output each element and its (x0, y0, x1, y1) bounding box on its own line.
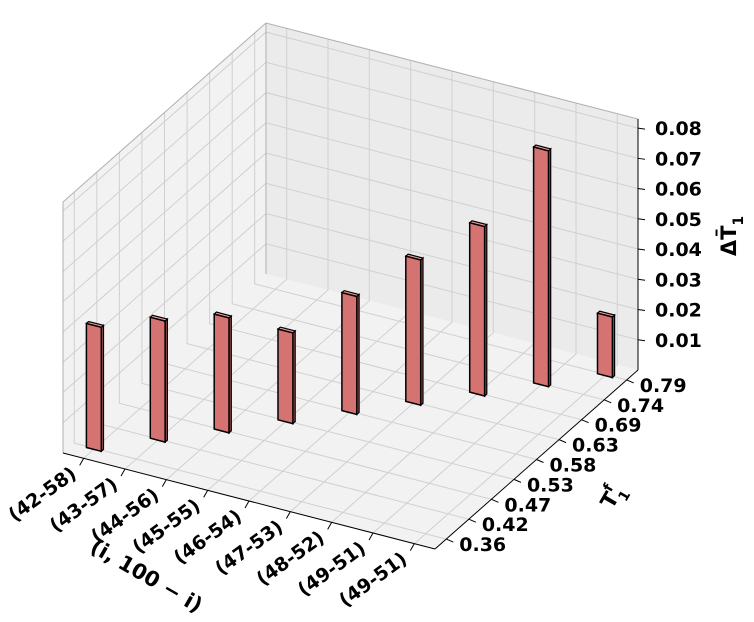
x-tick-mark (285, 511, 291, 519)
z-tick-mark (637, 218, 646, 221)
grid-line-category (165, 49, 370, 481)
bar (276, 326, 297, 425)
z-tick-label: 0.02 (655, 300, 702, 322)
y-tick-mark (581, 419, 589, 424)
y-tick-label: 0.69 (595, 415, 642, 437)
z-tick-mark (637, 339, 646, 342)
y-tick-label: 0.53 (527, 474, 574, 496)
bar-front-face (532, 146, 550, 388)
z-tick-mark (637, 278, 646, 281)
y-tick-mark (446, 538, 454, 543)
z-tick-mark (637, 157, 646, 160)
z-tick-label: 0.03 (655, 269, 702, 291)
y-tick-label: 0.36 (459, 534, 506, 556)
y-tick-label: 0.42 (482, 514, 529, 536)
bar (404, 253, 425, 407)
y-tick-mark (468, 518, 477, 523)
bars (85, 144, 616, 453)
grid-line-depth (73, 192, 447, 540)
grid-line-depth (254, 32, 627, 381)
grid-line-depth (118, 152, 492, 500)
grid-line-category (372, 103, 577, 534)
grid-line-category (413, 113, 618, 545)
bar (596, 310, 616, 379)
bar (212, 311, 233, 435)
z-tick-mark (637, 309, 646, 312)
y-tick-mark (558, 439, 567, 444)
z-tick-label: 0.08 (655, 118, 702, 140)
x-tick-mark (368, 532, 374, 541)
z-axis-label-sub: 1 (731, 216, 747, 226)
bar-front-face (149, 316, 166, 444)
bar-front-face (277, 328, 294, 425)
bar-front-face (341, 291, 358, 416)
z-tick-label: 0.07 (655, 148, 702, 170)
y-tick-label: 0.79 (640, 375, 687, 397)
y-tick-mark (626, 379, 634, 384)
z-tick-mark (637, 188, 646, 191)
bar-front-face (85, 322, 103, 453)
y-tick-mark (603, 399, 612, 404)
z-axis-label-main: ΔT̄ (716, 225, 741, 256)
y-tick-label: 0.58 (550, 455, 597, 477)
x-tick-mark (79, 458, 85, 466)
x-tick-mark (409, 543, 415, 551)
x-tick-mark (120, 468, 126, 477)
bar (532, 144, 552, 389)
y-tick-mark (513, 478, 522, 483)
z-tick-mark (637, 127, 646, 130)
grid-line-depth (209, 72, 582, 421)
y-tick-mark (491, 498, 499, 503)
bar (340, 289, 361, 416)
x-tick-mark (203, 490, 209, 498)
bar (149, 314, 169, 444)
bar (468, 220, 489, 398)
z-tick-label: 0.06 (655, 179, 702, 201)
x-tick-mark (327, 522, 333, 530)
x-tick-mark (244, 500, 250, 509)
z-tick-label: 0.05 (655, 209, 702, 231)
bar-front-face (468, 221, 486, 397)
y-tick-label: 0.63 (572, 435, 619, 457)
y-tick-label: 0.74 (617, 395, 664, 417)
z-tick-mark (637, 248, 646, 251)
bar-front-face (213, 313, 230, 434)
x-tick-mark (161, 479, 167, 487)
bar-front-face (405, 255, 422, 407)
z-axis-label: ΔT̄1 (716, 216, 747, 256)
z-tick-label: 0.04 (655, 239, 702, 261)
grid-line-depth (186, 92, 560, 441)
y-axis-label: Tf1 (593, 479, 634, 516)
z-tick-label: 0.01 (655, 330, 702, 352)
y-tick-mark (536, 459, 544, 463)
bar-front-face (596, 312, 614, 379)
grid-line-category (248, 71, 453, 502)
bar (85, 320, 105, 453)
grid-line-depth (141, 132, 515, 480)
grid-line-category (289, 81, 494, 513)
grid-line-category (124, 39, 329, 470)
y-tick-label: 0.47 (504, 494, 551, 516)
